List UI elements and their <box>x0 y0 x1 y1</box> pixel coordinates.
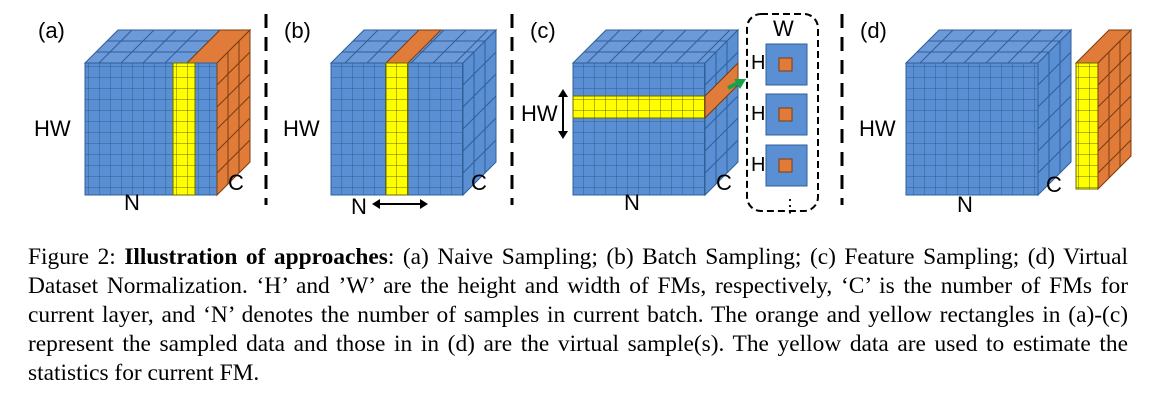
panel-c-h-label-2: H <box>751 103 765 125</box>
caption-bold: Illustration of approaches <box>124 244 388 270</box>
panel-c-cube-front <box>572 62 706 196</box>
panel-d-hw-label: HW <box>859 116 896 141</box>
panel-d-c-label: C <box>1046 172 1062 197</box>
panel-b-n-label: N <box>351 194 367 219</box>
panel-c-green-arrow <box>727 81 739 90</box>
panel-a-yellow-column <box>172 62 196 196</box>
panel-c-h-label-3: H <box>751 154 765 176</box>
panel-c-w-label: W <box>773 16 794 41</box>
panel-d-n-label: N <box>957 192 973 217</box>
panel-b: (b) HW N C <box>283 18 498 219</box>
panel-a-n-label: N <box>124 190 140 215</box>
panel-c-c-label: C <box>716 170 732 195</box>
panel-b-yellow-column <box>385 62 409 196</box>
panel-c-yellow-row <box>572 95 706 119</box>
panel-a: (a) HW N C <box>34 18 252 215</box>
panel-c-fm-box <box>746 13 819 212</box>
panel-c: (c) HW N C W H H H ⋮ <box>521 13 819 216</box>
panel-c-fm-plane-3 <box>765 144 808 187</box>
panel-b-c-label: C <box>471 170 487 195</box>
panel-c-dots: ⋮ <box>781 196 799 216</box>
panel-c-tag: (c) <box>530 18 556 43</box>
figure-caption: Figure 2: Illustration of approaches: (a… <box>28 243 1128 388</box>
panel-a-c-label: C <box>228 170 244 195</box>
caption-text: : (a) Naive Sampling; (b) Batch Sampling… <box>28 244 1128 386</box>
panel-a-tag: (a) <box>38 18 65 43</box>
figure-illustration: (a) HW N C (b) HW N C (c) <box>34 13 1133 219</box>
panel-c-hw-label: HW <box>521 101 558 126</box>
panel-d-virtual-sample-front <box>1075 62 1099 190</box>
panel-d: (d) HW N C <box>859 18 1133 217</box>
panel-a-cube-front <box>84 62 218 196</box>
panel-b-hw-label: HW <box>283 116 320 141</box>
caption-label: Figure 2: <box>28 244 116 270</box>
panel-b-tag: (b) <box>284 18 311 43</box>
panel-d-cube-front <box>905 62 1039 196</box>
panel-c-n-label: N <box>624 190 640 215</box>
panel-d-tag: (d) <box>860 18 887 43</box>
panel-c-h-label-1: H <box>751 52 765 74</box>
panel-a-hw-label: HW <box>34 116 71 141</box>
